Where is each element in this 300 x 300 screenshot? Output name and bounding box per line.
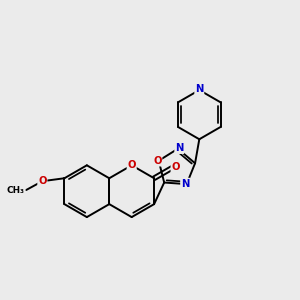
Text: N: N xyxy=(175,143,184,153)
Text: O: O xyxy=(171,162,180,172)
Text: O: O xyxy=(153,156,161,166)
Text: O: O xyxy=(38,176,46,186)
Text: N: N xyxy=(195,85,203,94)
Text: O: O xyxy=(128,160,136,170)
Text: N: N xyxy=(181,178,189,188)
Text: CH₃: CH₃ xyxy=(7,185,25,194)
